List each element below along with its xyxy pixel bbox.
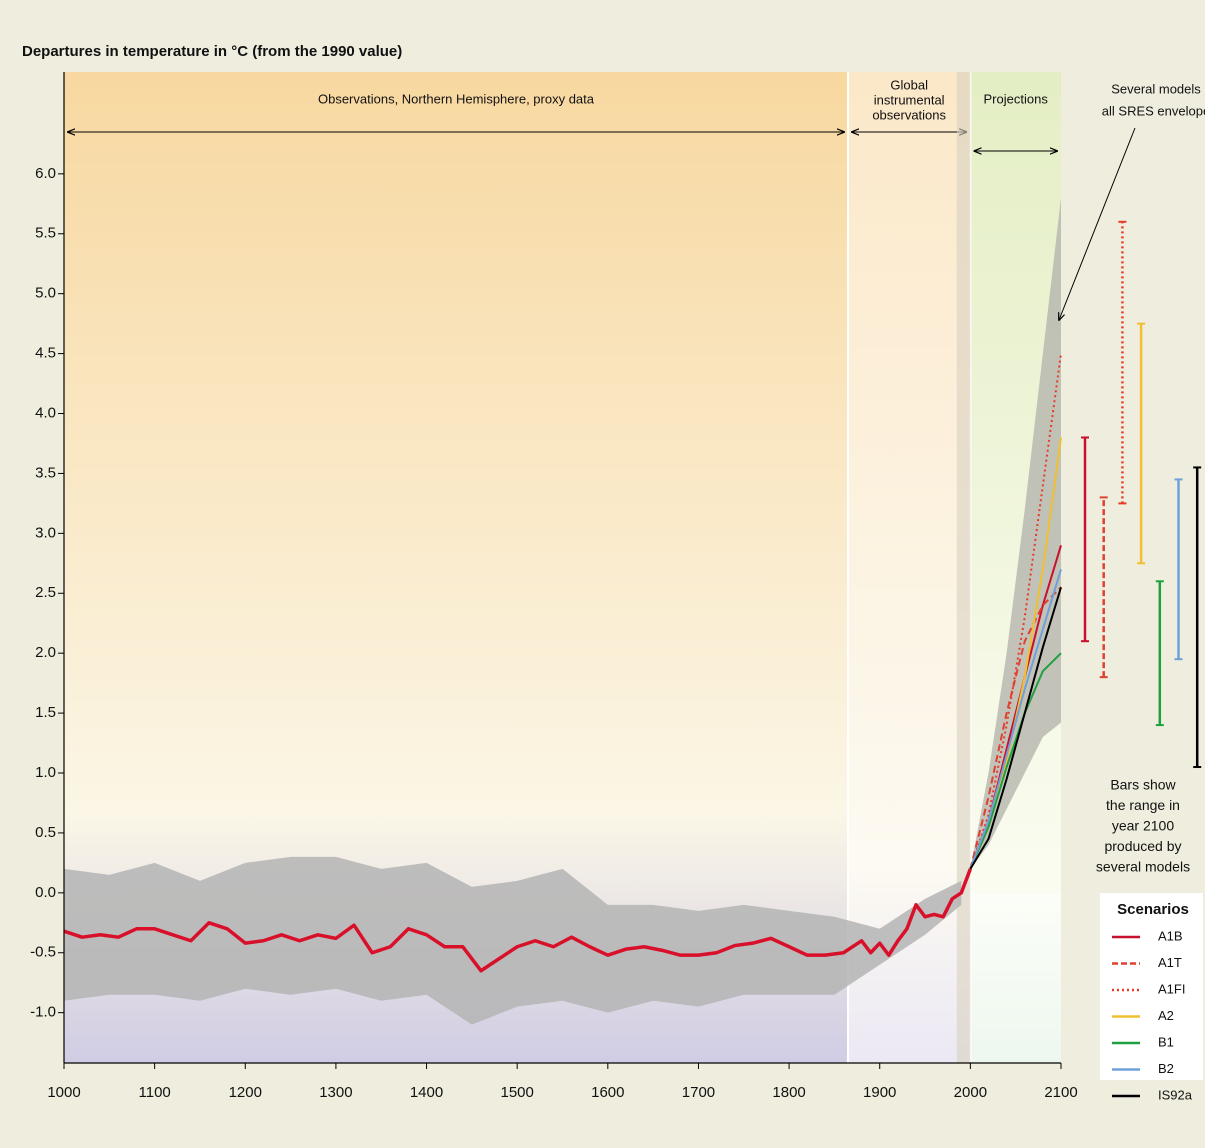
y-tick-label: 5.5 <box>35 225 56 242</box>
legend-label: IS92a <box>1158 1087 1193 1102</box>
legend-label: A1FI <box>1158 981 1185 996</box>
y-tick-label: 4.5 <box>35 345 56 362</box>
y-tick-label: 2.0 <box>35 644 56 661</box>
overlap-strip <box>956 72 971 1063</box>
legend-label: A2 <box>1158 1008 1174 1023</box>
annotation: year 2100 <box>1112 818 1174 834</box>
y-tick-label: 0.0 <box>35 884 56 901</box>
y-tick-label: 1.5 <box>35 704 56 721</box>
y-tick-label: 6.0 <box>35 165 56 182</box>
x-tick-label: 1100 <box>139 1084 171 1101</box>
y-tick-label: -0.5 <box>30 944 56 961</box>
x-tick-label: 2000 <box>954 1084 987 1101</box>
y-tick-label: 1.0 <box>35 764 56 781</box>
x-tick-label: 1200 <box>229 1084 262 1101</box>
x-tick-label: 1400 <box>410 1084 443 1101</box>
y-tick-label: 3.5 <box>35 464 56 481</box>
uncertainty-band <box>64 856 962 1025</box>
region-label: Projections <box>984 91 1049 106</box>
annotation: several models <box>1096 859 1190 875</box>
reconstruction-line <box>63 868 973 973</box>
y-tick-label: 0.5 <box>35 824 56 841</box>
legend-label: B2 <box>1158 1061 1174 1076</box>
region-label: Observations, Northern Hemisphere, proxy… <box>318 91 595 106</box>
legend-title: Scenarios <box>1117 901 1189 918</box>
x-tick-label: 2100 <box>1044 1084 1077 1101</box>
legend-label: B1 <box>1158 1034 1174 1049</box>
annotation-arrow <box>1059 127 1136 320</box>
y-tick-label: -1.0 <box>30 1004 56 1021</box>
chart-title: Departures in temperature in °C (from th… <box>22 43 402 60</box>
y-tick-label: 4.0 <box>35 404 56 421</box>
scenario-line <box>969 586 1062 870</box>
annotation: all SRES envelope <box>1102 103 1205 118</box>
legend-label: A1B <box>1158 928 1183 943</box>
y-tick-label: 2.5 <box>35 584 56 601</box>
x-tick-label: 1700 <box>682 1084 715 1101</box>
x-tick-label: 1900 <box>863 1084 896 1101</box>
x-tick-label: 1600 <box>591 1084 624 1101</box>
y-tick-label: 5.0 <box>35 285 56 302</box>
plot <box>63 197 1062 1025</box>
x-tick-label: 1800 <box>772 1084 805 1101</box>
legend-box <box>1100 893 1203 1080</box>
y-tick-label: 3.0 <box>35 524 56 541</box>
annotation: produced by <box>1104 838 1181 854</box>
x-tick-label: 1500 <box>500 1084 533 1101</box>
scenario-line <box>969 586 1062 870</box>
annotation: the range in <box>1106 797 1180 813</box>
legend-label: A1T <box>1158 955 1182 970</box>
region-label: instrumental <box>874 92 945 107</box>
sres-envelope <box>970 197 1061 869</box>
annotation: Several models <box>1111 81 1201 96</box>
annotation: Bars show <box>1110 777 1176 793</box>
region-label: observations <box>872 107 946 122</box>
scenario-line <box>969 652 1062 870</box>
region-label: Global <box>890 77 928 92</box>
scenario-line <box>969 569 1062 870</box>
x-tick-label: 1300 <box>319 1084 352 1101</box>
x-tick-label: 1000 <box>47 1084 80 1101</box>
projection-lower <box>970 892 1061 1063</box>
